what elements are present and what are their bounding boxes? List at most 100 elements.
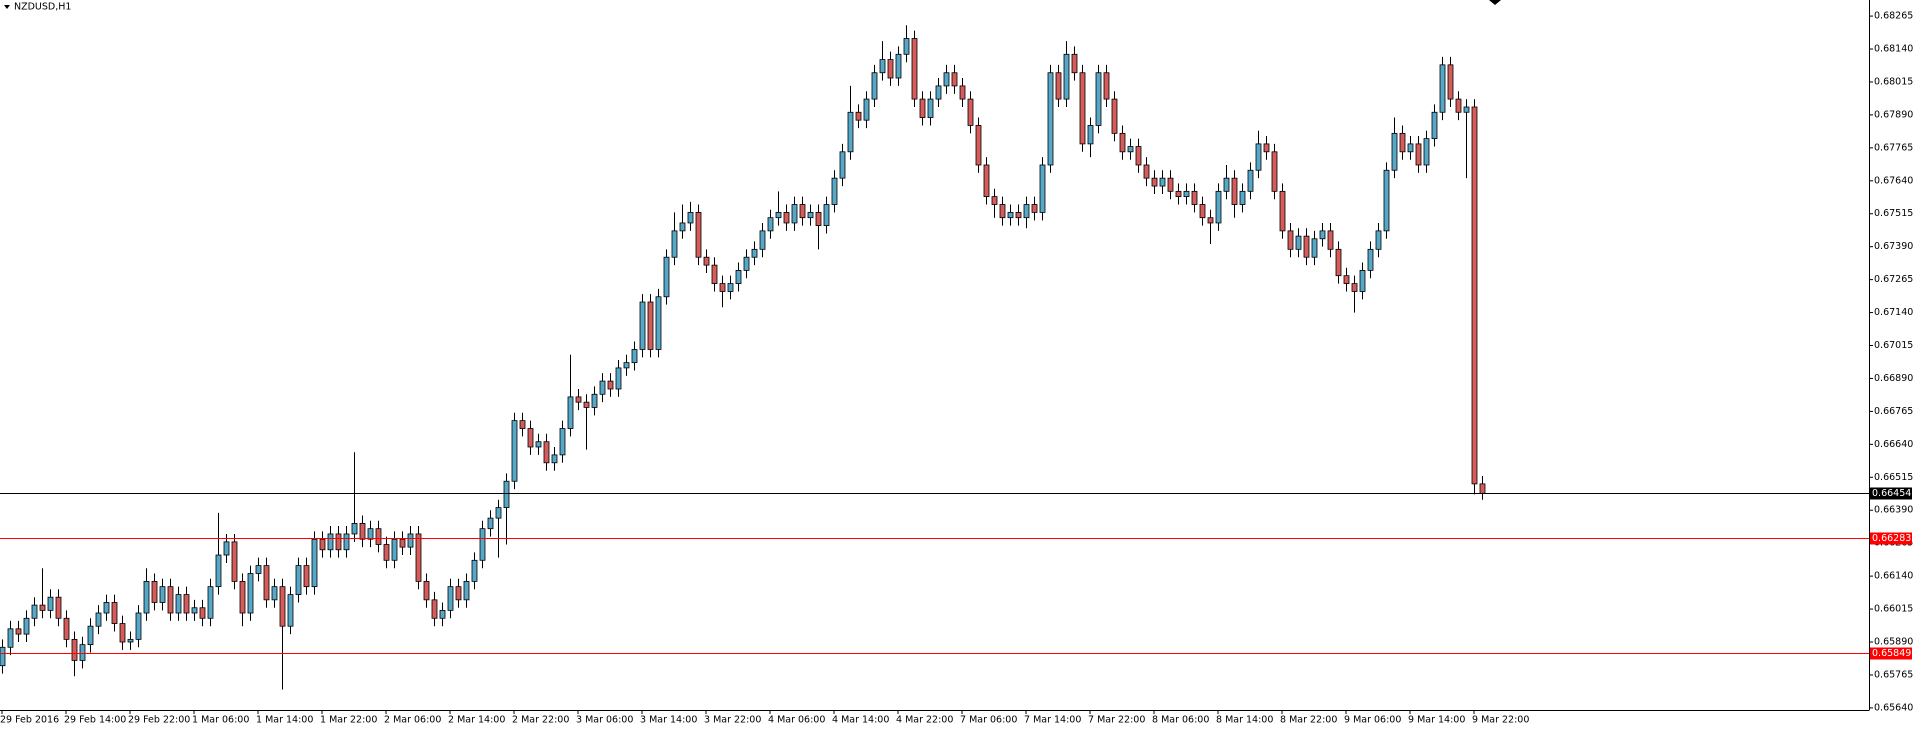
candle-body xyxy=(215,554,222,588)
candle-body xyxy=(191,607,198,614)
candle-body xyxy=(399,538,406,548)
y-tick-label: 0.66515 xyxy=(1874,472,1913,483)
candle-body xyxy=(319,538,326,551)
candle-body xyxy=(63,617,70,640)
candle-body xyxy=(1335,248,1342,277)
candle-body xyxy=(199,607,206,619)
candle-body xyxy=(823,204,830,226)
candle-body xyxy=(1055,72,1062,100)
candle-body xyxy=(1343,275,1350,284)
candle-body xyxy=(575,396,582,403)
y-tick-label: 0.66640 xyxy=(1874,439,1913,450)
candle-body xyxy=(391,538,398,561)
candle-body xyxy=(351,523,358,535)
menu-arrow[interactable] xyxy=(4,5,10,9)
candle-body xyxy=(1391,132,1398,171)
candle-body xyxy=(423,580,430,601)
candle-body xyxy=(623,362,630,369)
candle-body xyxy=(343,533,350,551)
candle-body xyxy=(1079,72,1086,145)
candle-body xyxy=(1071,53,1078,74)
candle-body xyxy=(655,296,662,350)
candle-body xyxy=(495,507,502,519)
candle-body xyxy=(711,264,718,284)
candle-body xyxy=(287,594,294,627)
candle-body xyxy=(247,573,254,614)
candle-body xyxy=(551,454,558,464)
candle-body xyxy=(223,541,230,556)
candle-body xyxy=(1063,53,1070,100)
candle-body xyxy=(943,72,950,87)
y-tick-label: 0.67640 xyxy=(1874,175,1913,186)
candle-body xyxy=(87,625,94,646)
candle-body xyxy=(959,85,966,100)
candle-body xyxy=(1407,143,1414,153)
candle-body xyxy=(1255,143,1262,171)
candle-body xyxy=(383,544,390,561)
candle-body xyxy=(1159,177,1166,187)
candle-body xyxy=(1311,238,1318,258)
x-tick-label: 4 Mar 14:00 xyxy=(832,715,889,726)
candle-body xyxy=(695,212,702,258)
candle-body xyxy=(455,586,462,601)
price-label-box xyxy=(1870,487,1912,500)
price-label: 0.66454 xyxy=(1872,488,1911,499)
candle-body xyxy=(0,646,6,667)
candle-body xyxy=(887,59,894,79)
candle-body xyxy=(79,644,86,661)
candle-body xyxy=(1223,177,1230,192)
candle-body xyxy=(311,538,318,588)
x-tick-label: 29 Feb 22:00 xyxy=(128,715,190,726)
candle-body xyxy=(791,204,798,224)
candle-body xyxy=(1303,235,1310,258)
candle-body xyxy=(279,586,286,627)
candle-body xyxy=(975,125,982,166)
candle-body xyxy=(687,212,694,224)
candle-body xyxy=(759,230,766,250)
y-tick-label: 0.67015 xyxy=(1874,340,1913,351)
candle-body xyxy=(1455,98,1462,113)
candle-body xyxy=(1183,190,1190,198)
candle-body xyxy=(855,111,862,121)
candle-body xyxy=(1199,204,1206,219)
candle-body xyxy=(743,256,750,271)
candle-body xyxy=(751,248,758,258)
candle-body xyxy=(1351,283,1358,292)
y-tick-label: 0.67265 xyxy=(1874,274,1913,285)
candle-body xyxy=(47,596,54,611)
candle-body xyxy=(1239,190,1246,205)
candle-body xyxy=(1007,212,1014,219)
candle-body xyxy=(1295,235,1302,250)
candle-body xyxy=(1231,177,1238,205)
candle-body xyxy=(127,638,134,643)
candle-body xyxy=(679,222,686,232)
candle-body xyxy=(1015,212,1022,219)
candle-body xyxy=(839,151,846,179)
y-tick-label: 0.66140 xyxy=(1874,571,1913,582)
x-tick-label: 9 Mar 06:00 xyxy=(1344,715,1401,726)
candle-body xyxy=(719,283,726,292)
candle-body xyxy=(167,586,174,614)
candle-body xyxy=(1447,64,1454,100)
candle-body xyxy=(879,59,886,74)
candle-body xyxy=(1215,190,1222,224)
y-tick-label: 0.67765 xyxy=(1874,142,1913,153)
price-label: 0.65849 xyxy=(1872,648,1911,659)
candle-body xyxy=(783,212,790,224)
y-tick-label: 0.68140 xyxy=(1874,44,1913,55)
candle-body xyxy=(927,98,934,118)
candle-body xyxy=(631,349,638,364)
candle-body xyxy=(1383,169,1390,232)
candle-body xyxy=(1319,230,1326,240)
price-label: 0.66283 xyxy=(1872,533,1911,544)
candle-body xyxy=(271,586,278,601)
candle-body xyxy=(919,98,926,118)
candle-body xyxy=(1111,98,1118,134)
y-tick-label: 0.67515 xyxy=(1874,208,1913,219)
candle-body xyxy=(15,628,22,635)
chart-title: NZDUSD,H1 xyxy=(14,2,71,13)
candle-body xyxy=(1031,204,1038,213)
candle-body xyxy=(55,596,62,619)
